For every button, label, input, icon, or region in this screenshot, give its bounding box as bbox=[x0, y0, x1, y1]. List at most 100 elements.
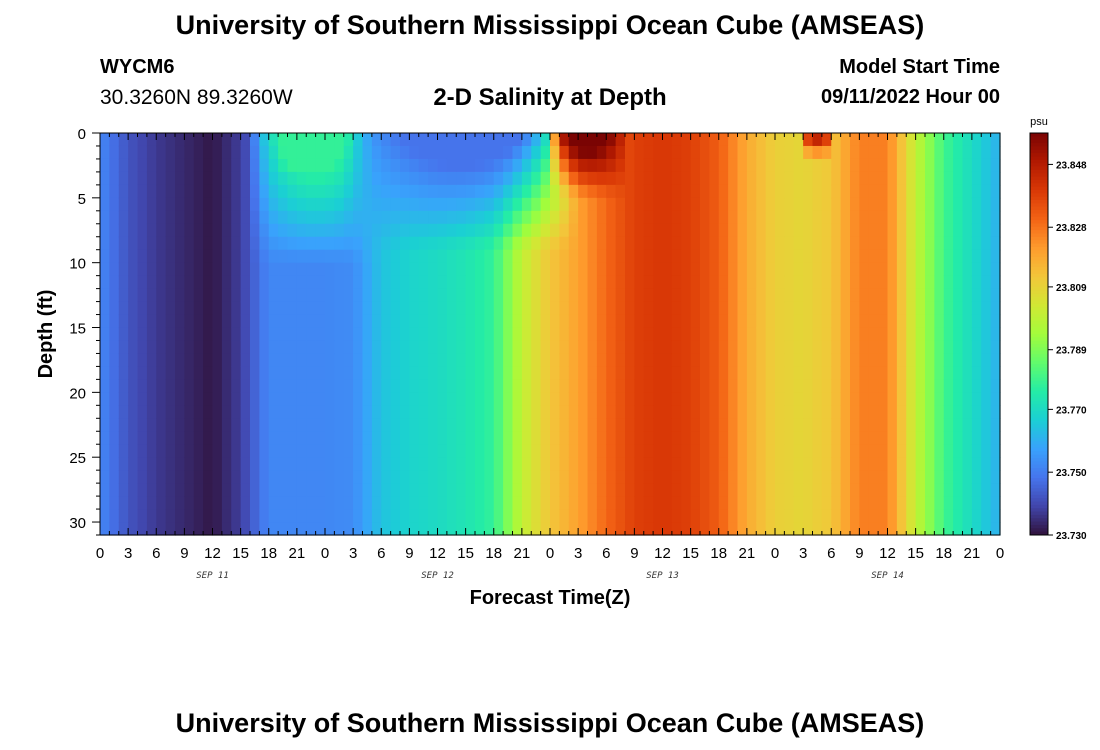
heatmap-cell bbox=[887, 249, 898, 264]
heatmap-cell bbox=[803, 483, 814, 497]
heatmap-cell bbox=[700, 301, 710, 316]
heatmap-cell bbox=[306, 197, 317, 212]
heatmap-cell bbox=[981, 210, 992, 225]
colorbar-segment bbox=[1030, 340, 1048, 345]
heatmap-cell bbox=[287, 288, 298, 303]
heatmap-cell bbox=[906, 184, 917, 199]
heatmap-cell bbox=[165, 366, 176, 380]
heatmap-cell bbox=[278, 301, 289, 316]
heatmap-cell bbox=[325, 288, 335, 303]
heatmap-cell bbox=[550, 405, 560, 419]
heatmap-cell bbox=[184, 197, 195, 212]
heatmap-cell bbox=[475, 509, 485, 523]
heatmap-cell bbox=[156, 158, 167, 173]
heatmap-cell bbox=[859, 158, 870, 173]
heatmap-cell bbox=[512, 262, 523, 277]
heatmap-cell bbox=[906, 145, 917, 160]
heatmap-cell bbox=[765, 223, 776, 238]
heatmap-cell bbox=[831, 236, 842, 251]
heatmap-cell bbox=[493, 379, 504, 393]
heatmap-cell bbox=[578, 483, 589, 497]
heatmap-cell bbox=[231, 340, 242, 355]
heatmap-cell bbox=[165, 301, 176, 316]
heatmap-cell bbox=[859, 496, 870, 510]
heatmap-cell bbox=[231, 496, 242, 510]
heatmap-cell bbox=[765, 431, 776, 445]
heatmap-cell bbox=[643, 275, 654, 290]
heatmap-cell bbox=[943, 470, 954, 484]
heatmap-cell bbox=[803, 509, 814, 523]
heatmap-cell bbox=[118, 314, 129, 329]
heatmap-cell bbox=[193, 509, 204, 523]
heatmap-cell bbox=[437, 275, 448, 290]
heatmap-cell bbox=[934, 340, 945, 355]
heatmap-cell bbox=[971, 379, 982, 393]
heatmap-cell bbox=[559, 210, 570, 225]
heatmap-cell bbox=[700, 483, 710, 497]
heatmap-cell bbox=[250, 483, 260, 497]
heatmap-cell bbox=[521, 418, 532, 432]
heatmap-cell bbox=[559, 379, 570, 393]
heatmap-cell bbox=[671, 158, 682, 173]
heatmap-cell bbox=[550, 262, 560, 277]
heatmap-cell bbox=[850, 457, 860, 471]
heatmap-cell bbox=[625, 353, 635, 368]
heatmap-cell bbox=[671, 340, 682, 355]
heatmap-cell bbox=[409, 392, 420, 406]
heatmap-cell bbox=[193, 249, 204, 264]
heatmap-cell bbox=[962, 288, 973, 303]
heatmap-cell bbox=[756, 392, 767, 406]
heatmap-cell bbox=[390, 457, 401, 471]
heatmap-cell bbox=[381, 379, 392, 393]
heatmap-cell bbox=[221, 457, 232, 471]
heatmap-cell bbox=[812, 496, 823, 510]
heatmap-cell bbox=[859, 145, 870, 160]
heatmap-cell bbox=[353, 210, 364, 225]
heatmap-cell bbox=[625, 379, 635, 393]
heatmap-cell bbox=[962, 223, 973, 238]
heatmap-cell bbox=[109, 327, 120, 342]
heatmap-cell bbox=[456, 314, 467, 329]
heatmap-cell bbox=[128, 470, 139, 484]
heatmap-cell bbox=[353, 470, 364, 484]
heatmap-cell bbox=[175, 197, 185, 212]
heatmap-cell bbox=[418, 171, 429, 186]
heatmap-cell bbox=[756, 444, 767, 458]
heatmap-cell bbox=[625, 275, 635, 290]
heatmap-cell bbox=[568, 431, 579, 445]
heatmap-cell bbox=[550, 340, 560, 355]
heatmap-cell bbox=[240, 379, 251, 393]
heatmap-cell bbox=[587, 275, 598, 290]
heatmap-cell bbox=[878, 314, 889, 329]
heatmap-cell bbox=[925, 353, 935, 368]
heatmap-cell bbox=[231, 392, 242, 406]
colorbar-segment bbox=[1030, 334, 1048, 338]
heatmap-cell bbox=[418, 145, 429, 160]
heatmap-cell bbox=[700, 470, 710, 484]
heatmap-cell bbox=[493, 431, 504, 445]
heatmap-cell bbox=[550, 171, 560, 186]
heatmap-cell bbox=[287, 223, 298, 238]
heatmap-cell bbox=[643, 392, 654, 406]
heatmap-cell bbox=[268, 184, 279, 199]
heatmap-cell bbox=[690, 392, 701, 406]
heatmap-cell bbox=[493, 483, 504, 497]
heatmap-cell bbox=[193, 288, 204, 303]
heatmap-cell bbox=[887, 496, 898, 510]
heatmap-cell bbox=[775, 288, 785, 303]
heatmap-cell bbox=[109, 275, 120, 290]
heatmap-cell bbox=[306, 314, 317, 329]
heatmap-cell bbox=[681, 392, 692, 406]
heatmap-cell bbox=[512, 431, 523, 445]
heatmap-cell bbox=[756, 288, 767, 303]
colorbar-segment bbox=[1030, 484, 1048, 489]
heatmap-cell bbox=[521, 444, 532, 458]
heatmap-cell bbox=[400, 184, 410, 199]
heatmap-cell bbox=[118, 262, 129, 277]
heatmap-cell bbox=[343, 444, 354, 458]
heatmap-cell bbox=[653, 301, 664, 316]
heatmap-cell bbox=[325, 301, 335, 316]
heatmap-cell bbox=[896, 483, 907, 497]
heatmap-cell bbox=[728, 431, 739, 445]
heatmap-cell bbox=[831, 301, 842, 316]
